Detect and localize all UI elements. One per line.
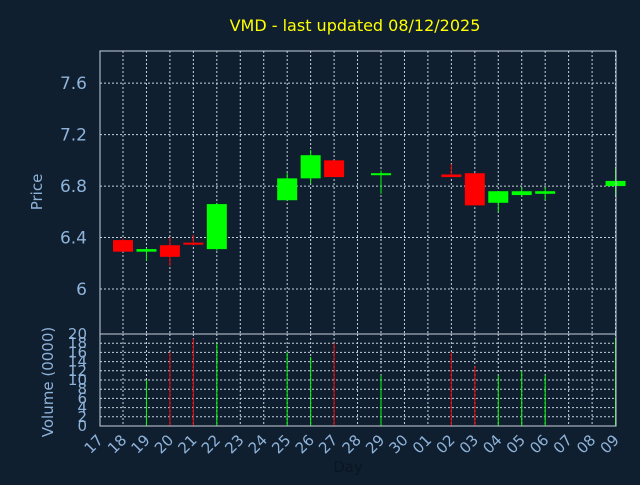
volume-axis-label: Volume (0000)	[39, 327, 57, 437]
volume-tick-label: 12	[68, 362, 87, 380]
candle-body	[511, 191, 532, 196]
volume-tick-label: 8	[77, 380, 87, 398]
price-tick-label: 7.2	[60, 126, 87, 146]
price-axis-label: Price	[28, 174, 46, 211]
candle-body	[206, 204, 227, 250]
candle-body	[136, 249, 157, 252]
volume-panel-frame	[99, 333, 617, 427]
volume-tick-label: 18	[68, 334, 87, 352]
price-tick-label: 6	[76, 280, 87, 300]
candle-body	[464, 173, 485, 206]
candle-body	[300, 155, 321, 179]
chart-title: VMD - last updated 08/12/2025	[230, 16, 481, 35]
candle-body	[535, 191, 556, 194]
volume-tick-label: 20	[68, 325, 87, 343]
candle-body	[113, 240, 133, 252]
x-ticks: 1718192021222324252627282930010203040506…	[81, 431, 623, 457]
volume-tick-label: 0	[77, 417, 87, 435]
candle-body	[488, 191, 509, 203]
volume-tick-label: 16	[68, 343, 87, 361]
volume-tick-label: 6	[77, 389, 87, 407]
price-tick-label: 6.4	[60, 229, 87, 249]
candle-body	[441, 174, 462, 178]
candle-body	[277, 178, 298, 201]
candle-body	[324, 160, 345, 178]
candles	[113, 150, 626, 266]
price-ticks: 6 6.4 6.8 7.2 7.6	[60, 74, 87, 300]
volume-tick-label: 4	[77, 399, 87, 417]
candle-body	[183, 242, 204, 245]
candle-body	[371, 173, 391, 176]
x-axis-label: Day	[333, 458, 363, 476]
volume-tick-label: 2	[77, 408, 87, 426]
volume-tick-label: 14	[68, 353, 87, 371]
price-tick-label: 6.8	[60, 177, 87, 197]
volume-bars	[145, 338, 617, 426]
volume-tick-label: 10	[68, 371, 87, 389]
price-tick-label: 7.6	[60, 74, 87, 94]
candle-body	[159, 245, 180, 257]
